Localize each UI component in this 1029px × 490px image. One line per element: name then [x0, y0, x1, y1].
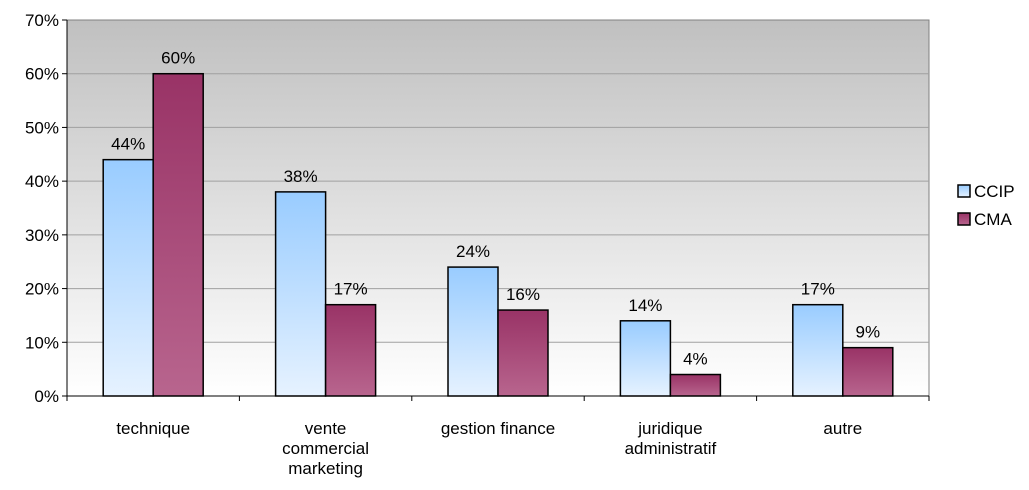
bar-ccip: [619, 320, 672, 397]
bar-cma: [324, 303, 377, 397]
labels: 44% 60% technique 38% 17% ventecommercialmark…: [111, 49, 880, 478]
axes: 0% 10% 20% 30% 40% 50% 60% 70%: [25, 11, 930, 406]
y-tick-label: 60%: [25, 65, 59, 84]
data-label: 4%: [683, 350, 708, 369]
data-label: 9%: [856, 323, 881, 342]
data-label: 38%: [284, 167, 318, 186]
category-label: vente: [305, 419, 347, 438]
bar-cma: [497, 309, 549, 397]
y-tick-label: 40%: [25, 172, 59, 191]
y-tick-label: 50%: [25, 118, 59, 137]
y-tick-label: 30%: [25, 226, 59, 245]
data-label: 60%: [161, 49, 195, 68]
y-tick-label: 20%: [25, 280, 59, 299]
bar-ccip: [792, 303, 844, 397]
bar-cma: [842, 346, 894, 397]
legend-label: CCIP: [974, 182, 1015, 201]
category-label: marketing: [288, 459, 363, 478]
data-label: 24%: [456, 242, 490, 261]
legend-swatch-cma: [957, 212, 971, 226]
data-label: 16%: [506, 285, 540, 304]
data-label: 17%: [334, 280, 368, 299]
category-label: commercial: [282, 439, 369, 458]
category-label: administratif: [625, 439, 717, 458]
category-label: gestion finance: [441, 419, 555, 438]
y-tick-label: 0%: [34, 387, 59, 406]
category-label: juridique: [637, 419, 702, 438]
y-tick-label: 10%: [25, 333, 59, 352]
data-label: 44%: [111, 135, 145, 154]
data-label: 17%: [801, 280, 835, 299]
gridlines: [67, 73, 929, 343]
category-label: autre: [823, 419, 862, 438]
y-tick-label: 70%: [25, 11, 59, 30]
data-label: 14%: [628, 296, 662, 315]
legend-label: CMA: [974, 210, 1012, 229]
bars: [102, 72, 894, 397]
category-label: technique: [116, 419, 190, 438]
bar-ccip: [447, 266, 499, 397]
bar-ccip: [102, 158, 154, 397]
bar-cma: [152, 72, 204, 397]
legend: CCIP CMA: [957, 182, 1015, 229]
bar-cma: [669, 373, 722, 397]
bar-ccip: [274, 191, 327, 397]
legend-swatch-ccip: [957, 184, 971, 198]
